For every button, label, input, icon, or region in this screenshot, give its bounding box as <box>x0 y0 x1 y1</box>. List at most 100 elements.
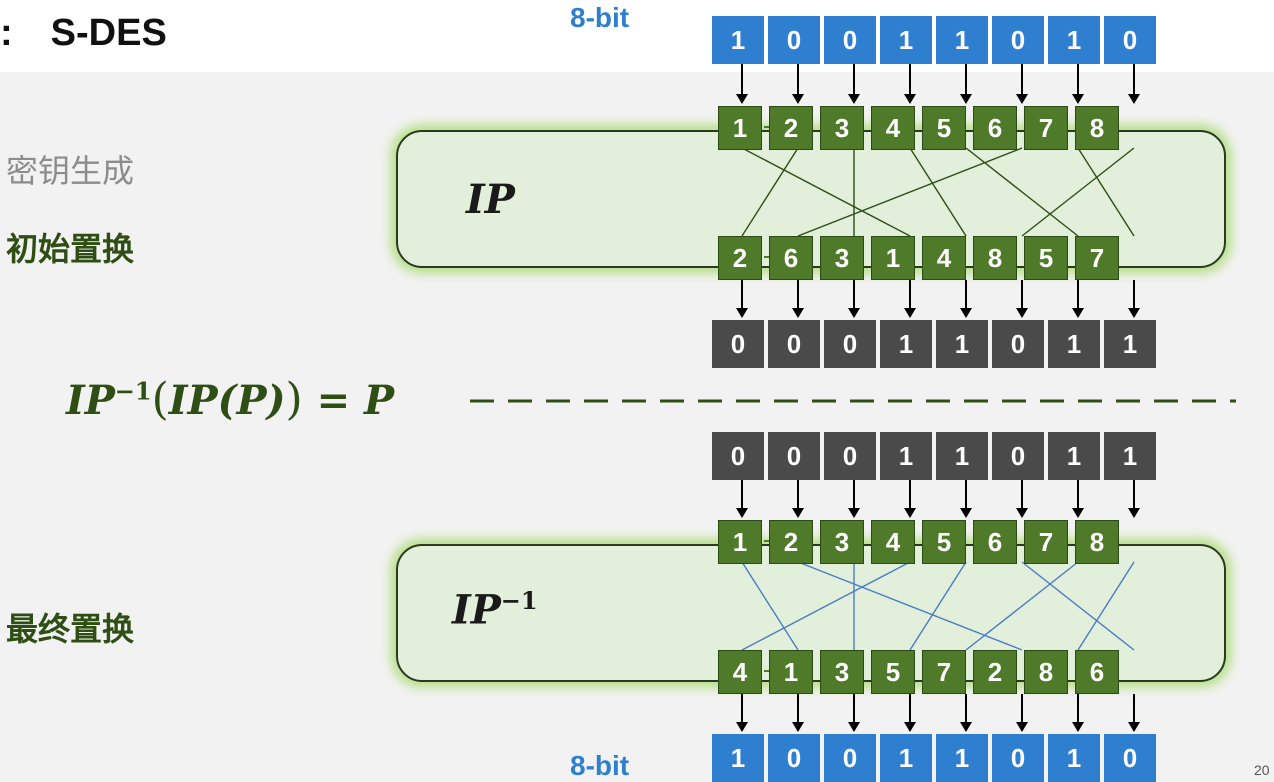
ip-top-position-7: 7 <box>1024 106 1068 150</box>
ip-inverse-label: IP−1 <box>452 586 538 634</box>
ip-inverse-input-bit-7: 1 <box>1048 432 1100 480</box>
ip-inverse-bottom-position-4: 5 <box>871 650 915 694</box>
inv-out-arrow-head-4 <box>904 722 916 732</box>
ip-output-bit-5: 1 <box>936 320 988 368</box>
ip-input-bit-5: 1 <box>936 16 988 64</box>
ip-top-position-1: 1 <box>718 106 762 150</box>
ip-inverse-output-bit-3: 0 <box>824 734 876 782</box>
ip-inverse-output-bit-6: 0 <box>992 734 1044 782</box>
ip-wire-5 <box>909 147 967 237</box>
ip-out-arrow-head-1 <box>736 308 748 318</box>
ip-bottom-position-3: 3 <box>820 236 864 280</box>
inverse-identity-formula: IP−1(IP(P)) = P <box>66 374 395 425</box>
inv-out-arrow-head-5 <box>960 722 972 732</box>
ip-inverse-bottom-position-8: 6 <box>1075 650 1119 694</box>
ip-out-arrow-head-6 <box>1016 308 1028 318</box>
ip-output-bit-2: 0 <box>768 320 820 368</box>
ip-wire-4 <box>741 147 911 237</box>
ip-out-arrow-head-4 <box>904 308 916 318</box>
ip-inverse-output-bit-4: 1 <box>880 734 932 782</box>
ip-inverse-output-bit-8: 0 <box>1104 734 1156 782</box>
ip-inverse-input-bit-6: 0 <box>992 432 1044 480</box>
ip-output-bit-3: 0 <box>824 320 876 368</box>
ip-in-arrow-head-7 <box>1072 94 1084 104</box>
inv-out-arrow-head-2 <box>792 722 804 732</box>
inv-out-arrow-head-1 <box>736 722 748 732</box>
ip-out-arrow-head-2 <box>792 308 804 318</box>
ip-input-bit-3: 0 <box>824 16 876 64</box>
ip-in-arrow-head-6 <box>1016 94 1028 104</box>
ip-output-bit-6: 0 <box>992 320 1044 368</box>
ip-bottom-position-5: 4 <box>922 236 966 280</box>
page-number: 20 <box>1254 762 1270 778</box>
inv-in-arrow-head-6 <box>1016 508 1028 518</box>
ip-wire-7 <box>965 147 1079 237</box>
ip-inverse-wire-6 <box>797 561 1023 651</box>
ip-inverse-bottom-position-1: 4 <box>718 650 762 694</box>
ip-inverse-top-position-5: 5 <box>922 520 966 564</box>
ip-inverse-wire-5 <box>965 561 1079 651</box>
ip-inverse-input-bit-3: 0 <box>824 432 876 480</box>
ip-bottom-position-4: 1 <box>871 236 915 280</box>
ip-bottom-position-7: 5 <box>1024 236 1068 280</box>
bit-label-top: 8-bit <box>570 2 630 33</box>
ip-inverse-input-bit-1: 0 <box>712 432 764 480</box>
ip-top-position-5: 5 <box>922 106 966 150</box>
ip-inverse-output-bit-5: 1 <box>936 734 988 782</box>
ip-top-position-4: 4 <box>871 106 915 150</box>
slide-title: : S-DES <box>0 12 167 54</box>
ip-input-bit-2: 0 <box>768 16 820 64</box>
ip-bottom-position-8: 7 <box>1075 236 1119 280</box>
ip-input-bit-1: 1 <box>712 16 764 64</box>
ip-output-bit-1: 0 <box>712 320 764 368</box>
ip-inverse-wire-8 <box>1021 561 1135 651</box>
ip-inverse-wire-2 <box>741 561 799 651</box>
ip-inverse-top-position-8: 8 <box>1075 520 1119 564</box>
inv-in-arrow-head-3 <box>848 508 860 518</box>
ip-inverse-top-position-2: 2 <box>769 520 813 564</box>
ip-input-bit-4: 1 <box>880 16 932 64</box>
inv-out-arrow-head-8 <box>1128 722 1140 732</box>
ip-output-bit-7: 1 <box>1048 320 1100 368</box>
inv-in-arrow-head-8 <box>1128 508 1140 518</box>
inv-in-arrow-head-1 <box>736 508 748 518</box>
ip-out-arrow-head-8 <box>1128 308 1140 318</box>
ip-in-arrow-head-5 <box>960 94 972 104</box>
ip-inverse-input-bit-8: 1 <box>1104 432 1156 480</box>
sidebar-final-permutation[interactable]: 最终置换 <box>6 610 135 648</box>
inv-in-arrow-head-4 <box>904 508 916 518</box>
ip-wire-1 <box>741 147 799 237</box>
ip-inverse-top-position-4: 4 <box>871 520 915 564</box>
ip-inverse-wire-7 <box>1077 561 1135 651</box>
inv-out-arrow-head-3 <box>848 722 860 732</box>
ip-inverse-bottom-position-6: 2 <box>973 650 1017 694</box>
ip-inverse-wire-1 <box>741 561 911 651</box>
ip-inverse-bottom-position-3: 3 <box>820 650 864 694</box>
ip-bottom-position-6: 8 <box>973 236 1017 280</box>
ip-top-position-2: 2 <box>769 106 813 150</box>
ip-bottom-position-1: 2 <box>718 236 762 280</box>
sidebar-key-generation[interactable]: 密钥生成 <box>6 152 135 190</box>
inv-in-arrow-head-7 <box>1072 508 1084 518</box>
bit-label-bottom: 8-bit <box>570 750 630 781</box>
ip-top-position-6: 6 <box>973 106 1017 150</box>
ip-wire-2 <box>797 147 1023 237</box>
ip-inverse-bottom-position-7: 8 <box>1024 650 1068 694</box>
ip-out-arrow-head-7 <box>1072 308 1084 318</box>
ip-out-arrow-head-5 <box>960 308 972 318</box>
ip-inverse-output-bit-2: 0 <box>768 734 820 782</box>
ip-in-arrow-head-8 <box>1128 94 1140 104</box>
ip-top-position-8: 8 <box>1075 106 1119 150</box>
sidebar-initial-permutation[interactable]: 初始置换 <box>6 230 135 268</box>
ip-inverse-top-position-1: 1 <box>718 520 762 564</box>
ip-inverse-input-bit-4: 1 <box>880 432 932 480</box>
ip-inverse-top-position-6: 6 <box>973 520 1017 564</box>
ip-out-arrow-head-3 <box>848 308 860 318</box>
inv-out-arrow-head-6 <box>1016 722 1028 732</box>
